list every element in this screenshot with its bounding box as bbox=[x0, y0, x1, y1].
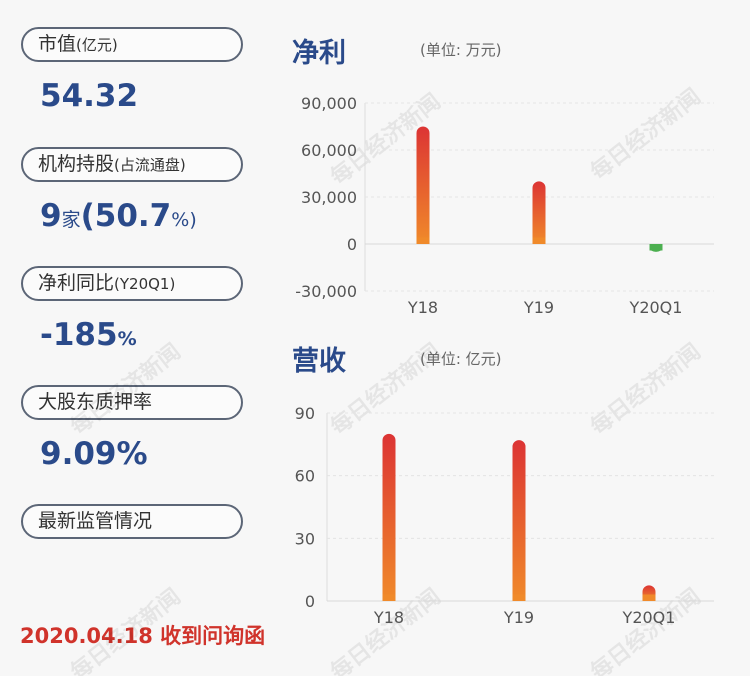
market-cap-unit: (亿元) bbox=[76, 36, 118, 54]
chart-1: 净利 (单位: 万元) 90,000 60,000 30,000 0 -30,000 Y18 Y… bbox=[292, 38, 714, 317]
x-tick-label: Y20Q1 bbox=[629, 298, 683, 317]
bar-base bbox=[649, 244, 663, 251]
y-tick-label: 30,000 bbox=[301, 188, 357, 207]
x-tick-label: Y18 bbox=[407, 298, 438, 317]
y-tick-label: 60,000 bbox=[301, 141, 357, 160]
bar-base bbox=[416, 237, 430, 244]
x-tick-label: Y20Q1 bbox=[622, 608, 676, 627]
chart-unit-label: (单位: 亿元) bbox=[420, 350, 502, 368]
profit-yoy-button[interactable]: 净利同比(Y20Q1) bbox=[21, 266, 243, 301]
profit-yoy-unit: % bbox=[117, 328, 137, 350]
bar-y18 bbox=[416, 126, 430, 244]
institutions-count-unit: 家 bbox=[61, 209, 81, 231]
bar-y19 bbox=[532, 181, 546, 244]
profit-yoy-value: -185% bbox=[40, 317, 137, 353]
bar-base bbox=[382, 594, 396, 601]
watermark-text: 每日经济新闻 bbox=[586, 84, 706, 186]
institutions-value: 9家(50.7%) bbox=[40, 198, 197, 234]
institutions-pct-unit: %) bbox=[171, 209, 197, 231]
chart-2: 营收 (单位: 亿元) 90 60 30 0 Y18 Y19 Y20Q1 bbox=[292, 346, 714, 627]
y-tick-label: 0 bbox=[305, 592, 315, 611]
bar-base bbox=[512, 594, 526, 601]
supervision-label: 最新监管情况 bbox=[38, 510, 153, 532]
institutions-pct: 50.7 bbox=[94, 198, 172, 234]
y-tick-label: 30 bbox=[295, 529, 315, 548]
watermark-text: 每日经济新闻 bbox=[66, 584, 186, 676]
pledge-value: 9.09% bbox=[40, 436, 148, 472]
market-cap-value: 54.32 bbox=[40, 78, 139, 114]
market-cap-button[interactable]: 市值(亿元) bbox=[21, 27, 243, 62]
y-tick-label: -30,000 bbox=[295, 282, 357, 301]
watermark-text: 每日经济新闻 bbox=[66, 339, 186, 441]
institutions-label: 机构持股 bbox=[38, 153, 115, 175]
pledge-button[interactable]: 大股东质押率 bbox=[21, 385, 243, 420]
y-tick-label: 90 bbox=[295, 404, 315, 423]
bar-base bbox=[642, 594, 656, 601]
institutions-paren: ( bbox=[80, 198, 95, 234]
chart-title: 营收 bbox=[292, 346, 346, 377]
x-tick-label: Y19 bbox=[523, 298, 554, 317]
institutions-button[interactable]: 机构持股(占流通盘) bbox=[21, 147, 243, 182]
institutions-sub: (占流通盘) bbox=[114, 156, 186, 174]
pledge-label: 大股东质押率 bbox=[38, 391, 153, 413]
bar-y19 bbox=[512, 440, 526, 601]
x-tick-label: Y19 bbox=[503, 608, 534, 627]
market-cap-label: 市值 bbox=[38, 33, 77, 55]
profit-yoy-label: 净利同比 bbox=[38, 272, 115, 294]
y-tick-label: 60 bbox=[295, 467, 315, 486]
profit-yoy-number: -185 bbox=[40, 317, 118, 353]
institutions-count: 9 bbox=[40, 198, 62, 234]
y-tick-label: 0 bbox=[347, 235, 357, 254]
chart-unit-label: (单位: 万元) bbox=[420, 41, 502, 59]
bar-base bbox=[532, 237, 546, 244]
chart-title: 净利 bbox=[292, 38, 346, 69]
y-tick-label: 90,000 bbox=[301, 94, 357, 113]
bar-y18 bbox=[382, 433, 396, 601]
supervision-button[interactable]: 最新监管情况 bbox=[21, 504, 243, 539]
profit-yoy-sub: (Y20Q1) bbox=[114, 275, 176, 293]
watermark-text: 每日经济新闻 bbox=[586, 339, 706, 441]
x-tick-label: Y18 bbox=[373, 608, 404, 627]
inquiry-letter-note: 2020.04.18 收到问询函 bbox=[20, 624, 266, 648]
